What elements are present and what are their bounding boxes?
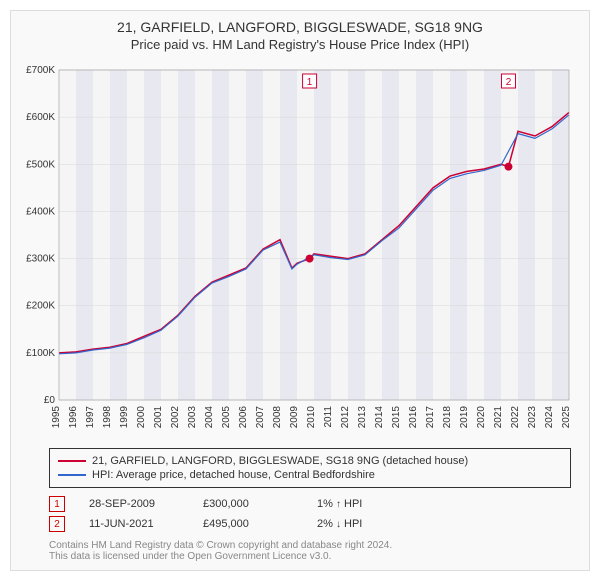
marker-price: £495,000 xyxy=(203,518,293,530)
svg-text:2016: 2016 xyxy=(408,406,419,429)
footer-line-2: This data is licensed under the Open Gov… xyxy=(49,551,571,562)
svg-text:2003: 2003 xyxy=(187,406,198,429)
svg-text:2009: 2009 xyxy=(289,406,300,429)
marker-date: 11-JUN-2021 xyxy=(89,518,179,530)
chart-area: £0 £100K £200K £300K £400K £500K £600K £700K 199… xyxy=(19,60,579,440)
svg-text:2021: 2021 xyxy=(493,406,504,429)
svg-text:1999: 1999 xyxy=(119,406,130,429)
marker-badge: 1 xyxy=(49,496,65,512)
svg-text:2005: 2005 xyxy=(221,406,232,429)
svg-text:2002: 2002 xyxy=(170,406,181,429)
svg-text:2024: 2024 xyxy=(544,406,555,429)
marker-price: £300,000 xyxy=(203,498,293,510)
svg-text:2017: 2017 xyxy=(425,406,436,429)
svg-text:2025: 2025 xyxy=(561,406,572,429)
title-block: 21, GARFIELD, LANGFORD, BIGGLESWADE, SG1… xyxy=(19,19,581,52)
line-chart-svg: £0 £100K £200K £300K £400K £500K £600K £700K 199… xyxy=(19,60,579,440)
svg-text:2000: 2000 xyxy=(136,406,147,429)
svg-text:£400K: £400K xyxy=(26,206,55,217)
svg-text:£200K: £200K xyxy=(26,301,55,312)
svg-text:2013: 2013 xyxy=(357,406,368,429)
title-sub: Price paid vs. HM Land Registry's House … xyxy=(19,37,581,52)
svg-text:2014: 2014 xyxy=(374,406,385,429)
svg-text:2008: 2008 xyxy=(272,406,283,429)
svg-text:1996: 1996 xyxy=(68,406,79,429)
svg-text:1995: 1995 xyxy=(51,406,62,429)
svg-text:2007: 2007 xyxy=(255,406,266,429)
marker-pct: 1% ↑ HPI xyxy=(317,498,362,510)
svg-text:1: 1 xyxy=(307,77,313,88)
legend-label: 21, GARFIELD, LANGFORD, BIGGLESWADE, SG1… xyxy=(92,455,468,467)
svg-text:2018: 2018 xyxy=(442,406,453,429)
legend-row-hpi: HPI: Average price, detached house, Cent… xyxy=(58,469,562,481)
svg-text:2019: 2019 xyxy=(459,406,470,429)
marker-table: 1 28-SEP-2009 £300,000 1% ↑ HPI 2 11-JUN… xyxy=(49,496,571,532)
svg-text:2015: 2015 xyxy=(391,406,402,429)
svg-text:£600K: £600K xyxy=(26,112,55,123)
marker-row-1: 1 28-SEP-2009 £300,000 1% ↑ HPI xyxy=(49,496,571,512)
arrow-up-icon: ↑ xyxy=(336,499,341,510)
svg-text:£500K: £500K xyxy=(26,159,55,170)
legend-row-price-paid: 21, GARFIELD, LANGFORD, BIGGLESWADE, SG1… xyxy=(58,455,562,467)
svg-text:2006: 2006 xyxy=(238,406,249,429)
arrow-down-icon: ↓ xyxy=(336,519,341,530)
legend-swatch xyxy=(58,460,86,462)
marker-badge: 2 xyxy=(49,516,65,532)
svg-text:£100K: £100K xyxy=(26,348,55,359)
svg-text:2022: 2022 xyxy=(510,406,521,429)
footer-attribution: Contains HM Land Registry data © Crown c… xyxy=(49,540,571,562)
svg-text:2010: 2010 xyxy=(306,406,317,429)
svg-text:£0: £0 xyxy=(44,395,56,406)
marker-row-2: 2 11-JUN-2021 £495,000 2% ↓ HPI xyxy=(49,516,571,532)
svg-text:£300K: £300K xyxy=(26,254,55,265)
legend-label: HPI: Average price, detached house, Cent… xyxy=(92,469,375,481)
svg-text:2001: 2001 xyxy=(153,406,164,429)
chart-container: 21, GARFIELD, LANGFORD, BIGGLESWADE, SG1… xyxy=(10,10,590,571)
svg-text:1998: 1998 xyxy=(102,406,113,429)
footer-line-1: Contains HM Land Registry data © Crown c… xyxy=(49,540,571,551)
svg-text:1997: 1997 xyxy=(85,406,96,429)
svg-text:2011: 2011 xyxy=(323,406,334,428)
legend-box: 21, GARFIELD, LANGFORD, BIGGLESWADE, SG1… xyxy=(49,448,571,488)
svg-text:2004: 2004 xyxy=(204,406,215,429)
svg-text:2020: 2020 xyxy=(476,406,487,429)
legend-swatch xyxy=(58,474,86,476)
title-main: 21, GARFIELD, LANGFORD, BIGGLESWADE, SG1… xyxy=(19,19,581,35)
svg-text:2023: 2023 xyxy=(527,406,538,429)
marker-date: 28-SEP-2009 xyxy=(89,498,179,510)
svg-text:2: 2 xyxy=(506,77,512,88)
svg-text:2012: 2012 xyxy=(340,406,351,429)
marker-pct: 2% ↓ HPI xyxy=(317,518,362,530)
svg-text:£700K: £700K xyxy=(26,65,55,76)
